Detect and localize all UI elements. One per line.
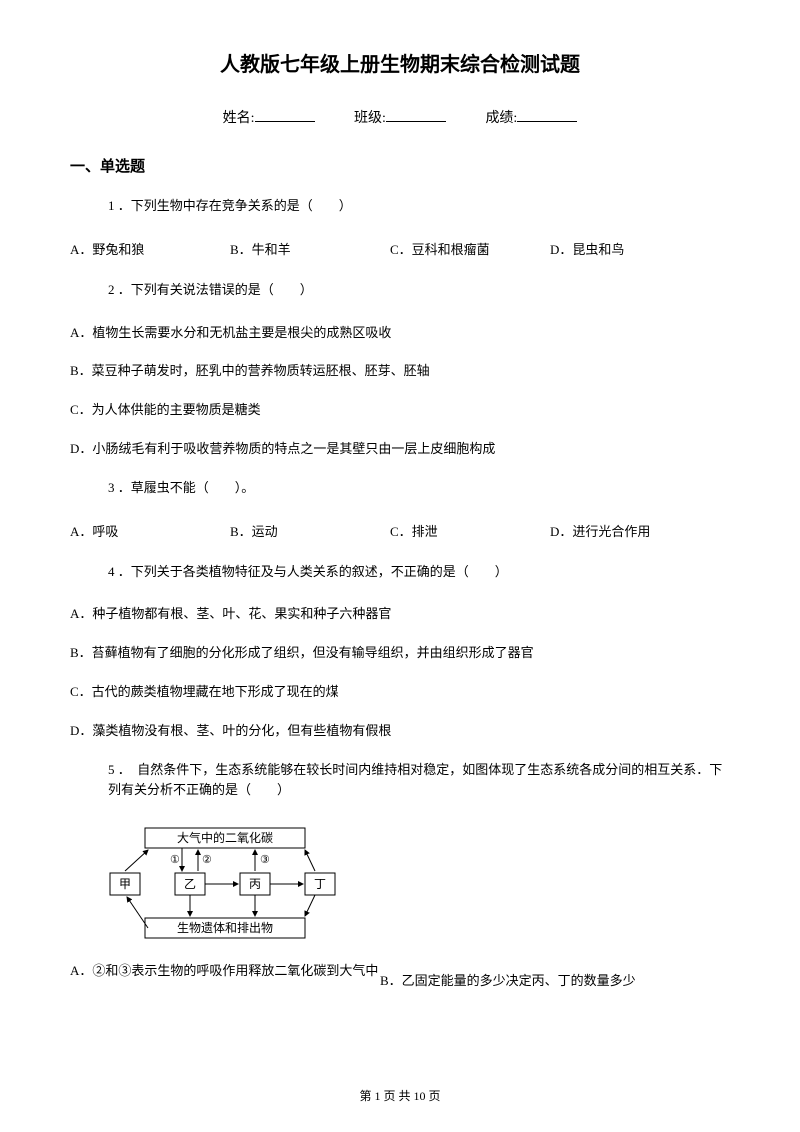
svg-text:甲: 甲 (119, 877, 131, 891)
q2-option-d: D．小肠绒毛有利于吸收营养物质的特点之一是其壁只由一层上皮细胞构成 (70, 439, 730, 460)
class-label: 班级: (354, 111, 386, 126)
q1-options: A．野兔和狼 B．牛和羊 C．豆科和根瘤菌 D．昆虫和鸟 (70, 239, 730, 258)
name-label: 姓名: (223, 111, 255, 126)
q1-option-a: A．野兔和狼 (70, 239, 230, 258)
q4-option-a: A．种子植物都有根、茎、叶、花、果实和种子六种器官 (70, 604, 730, 625)
q5-options: A．②和③表示生物的呼吸作用释放二氧化碳到大气中 B．乙固定能量的多少决定丙、丁… (70, 961, 730, 992)
name-blank (255, 108, 315, 122)
svg-text:乙: 乙 (184, 877, 196, 891)
svg-text:丁: 丁 (314, 877, 326, 891)
section-1-header: 一、单选题 (70, 155, 730, 176)
svg-text:②: ② (202, 854, 212, 866)
q5-text: 5 ． 自然条件下，生态系统能够在较长时间内维持相对稳定，如图体现了生态系统各成… (70, 760, 730, 802)
q3-text: 3 ．草履虫不能（ ）。 (70, 478, 730, 499)
q1-option-b: B．牛和羊 (230, 239, 390, 258)
q1-text: 1 ．下列生物中存在竞争关系的是（ ） (70, 196, 730, 217)
q2-text: 2 ．下列有关说法错误的是（ ） (70, 280, 730, 301)
q2-option-c: C．为人体供能的主要物质是糖类 (70, 400, 730, 421)
q5-option-b: B．乙固定能量的多少决定丙、丁的数量多少 (380, 961, 730, 992)
q4-text: 4 ．下列关于各类植物特征及与人类关系的叙述，不正确的是（ ） (70, 562, 730, 583)
svg-text:大气中的二氧化碳: 大气中的二氧化碳 (177, 830, 273, 845)
q2-option-a: A．植物生长需要水分和无机盐主要是根尖的成熟区吸收 (70, 323, 730, 344)
svg-text:③: ③ (260, 854, 270, 866)
q4-option-d: D．藻类植物没有根、茎、叶的分化，但有些植物有假根 (70, 721, 730, 742)
svg-text:生物遗体和排出物: 生物遗体和排出物 (177, 921, 273, 935)
q3-option-c: C．排泄 (390, 521, 550, 540)
score-blank (517, 108, 577, 122)
class-blank (386, 108, 446, 122)
student-info-row: 姓名: 班级: 成绩: (70, 107, 730, 127)
q3-option-a: A．呼吸 (70, 521, 230, 540)
score-label: 成绩: (485, 111, 517, 126)
q1-option-c: C．豆科和根瘤菌 (390, 239, 550, 258)
q5-diagram: 大气中的二氧化碳甲 乙 丙 丁生物遗体和排出物 ① ② ③ (100, 823, 730, 943)
q4-option-b: B．苔藓植物有了细胞的分化形成了组织，但没有输导组织，并由组织形成了器官 (70, 643, 730, 664)
q5-option-a: A．②和③表示生物的呼吸作用释放二氧化碳到大气中 (70, 961, 380, 992)
q4-option-c: C．古代的蕨类植物埋藏在地下形成了现在的煤 (70, 682, 730, 703)
q1-option-d: D．昆虫和鸟 (550, 239, 710, 258)
q3-option-b: B．运动 (230, 521, 390, 540)
q2-option-b: B．菜豆种子萌发时，胚乳中的营养物质转运胚根、胚芽、胚轴 (70, 361, 730, 382)
svg-text:丙: 丙 (249, 877, 261, 891)
page-title: 人教版七年级上册生物期末综合检测试题 (70, 48, 730, 77)
page-footer: 第 1 页 共 10 页 (0, 1087, 800, 1104)
svg-text:①: ① (170, 854, 180, 866)
q3-option-d: D．进行光合作用 (550, 521, 710, 540)
q3-options: A．呼吸 B．运动 C．排泄 D．进行光合作用 (70, 521, 730, 540)
